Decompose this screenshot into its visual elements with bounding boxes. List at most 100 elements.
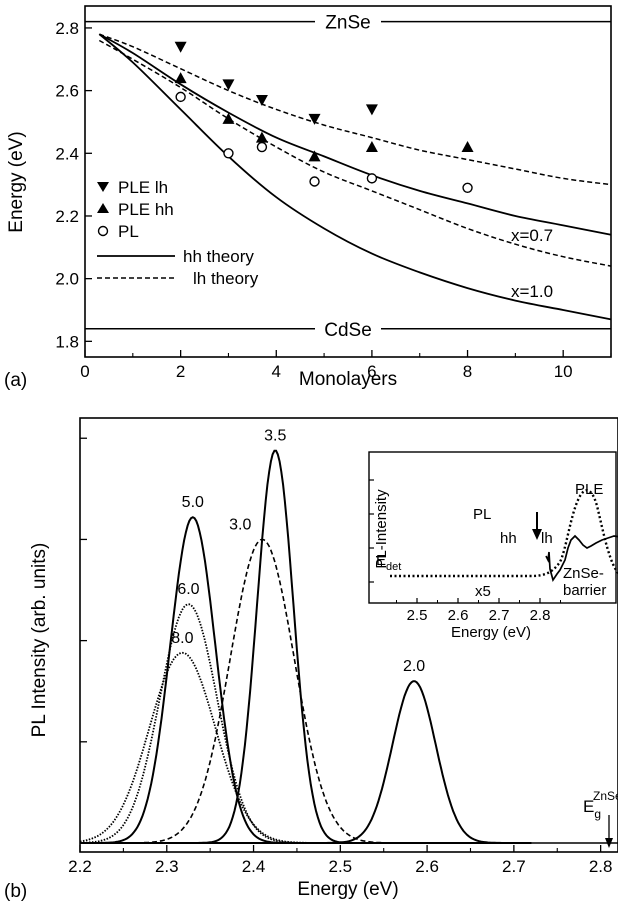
panel-b-xlabel: Energy (eV) bbox=[297, 879, 398, 900]
theory-curve-dashed bbox=[98, 39, 612, 267]
annotation-x07: x=0.7 bbox=[511, 226, 553, 245]
a-ytick-label: 2.0 bbox=[55, 270, 79, 289]
b-xtick-label: 2.2 bbox=[68, 857, 92, 876]
b-xtick-label: 2.4 bbox=[242, 857, 266, 876]
point-pl bbox=[366, 173, 378, 184]
inset-label-lh: lh bbox=[541, 530, 553, 547]
inset-label-barrier-1: ZnSe- bbox=[563, 565, 604, 582]
panel-b-ticks: 2.2 2.3 2.4 2.5 2.6 2.7 2.8 bbox=[68, 437, 613, 876]
b-xtick-label: 2.8 bbox=[589, 857, 613, 876]
inset-ticks: 2.5 2.6 2.7 2.8 bbox=[369, 479, 561, 624]
panel-a-theory-curves bbox=[98, 33, 612, 321]
theory-curve-solid bbox=[98, 33, 612, 321]
a-xtick-label: 0 bbox=[80, 362, 89, 381]
point-ple-hh bbox=[222, 112, 235, 124]
panel-a-legend: PLE lh PLE hh PL hh theory lh theory bbox=[97, 178, 259, 288]
legend-label-ple-lh: PLE lh bbox=[118, 178, 168, 197]
a-ytick-label: 2.4 bbox=[55, 144, 79, 163]
panel-a-label: (a) bbox=[4, 370, 27, 391]
panel-a-data-points bbox=[174, 41, 474, 193]
a-ytick-label: 2.2 bbox=[55, 207, 79, 226]
peak-label-6.0: 6.0 bbox=[177, 581, 199, 598]
panel-a-xlabel: Monolayers bbox=[299, 369, 397, 390]
point-ple-lh bbox=[365, 104, 378, 116]
theory-curve-solid bbox=[98, 33, 612, 236]
panel-a-ticks: 0 2 4 6 8 10 1.8 2.0 2.2 2.4 2.6 2.8 bbox=[55, 19, 612, 381]
spectrum-3.0 bbox=[80, 538, 532, 844]
panel-b-label: (b) bbox=[4, 881, 27, 902]
point-pl bbox=[309, 176, 320, 187]
inset-label-edet: Edet bbox=[376, 552, 401, 573]
point-ple-hh bbox=[174, 72, 187, 84]
point-ple-lh bbox=[174, 41, 187, 53]
a-xtick-label: 10 bbox=[554, 362, 573, 381]
legend-label-pl: PL bbox=[118, 222, 139, 241]
inset-label-x5: x5 bbox=[475, 583, 491, 600]
inset-xtick-label: 2.8 bbox=[530, 607, 551, 624]
point-ple-lh bbox=[255, 95, 268, 107]
point-ple-hh bbox=[365, 141, 378, 153]
point-pl bbox=[223, 148, 234, 159]
egap-arrow-head bbox=[605, 838, 613, 848]
panel-b-peak-labels: 5.0 6.0 8.0 3.0 3.5 2.0 bbox=[171, 427, 425, 675]
peak-label-8.0: 8.0 bbox=[171, 630, 193, 647]
spectrum-2.0 bbox=[80, 680, 532, 844]
a-xtick-label: 8 bbox=[463, 362, 472, 381]
inset-label-barrier-2: barrier bbox=[563, 582, 606, 599]
inset-label-pl: PL bbox=[473, 506, 491, 523]
legend-label-lh-theory: lh theory bbox=[193, 269, 259, 288]
panel-a-frame bbox=[84, 5, 612, 358]
inset-ple-curve bbox=[545, 534, 618, 583]
egap-marker: EgZnSe bbox=[583, 789, 618, 848]
a-xtick-label: 6 bbox=[367, 362, 376, 381]
inset-frame bbox=[368, 451, 617, 604]
inset-xtick-label: 2.7 bbox=[489, 607, 510, 624]
edet-arrow-head bbox=[532, 529, 542, 540]
point-ple-hh bbox=[461, 141, 474, 153]
legend-label-ple-hh: PLE hh bbox=[118, 200, 174, 219]
peak-label-3.0: 3.0 bbox=[229, 516, 251, 533]
peak-label-2.0: 2.0 bbox=[403, 658, 425, 675]
a-xtick-label: 2 bbox=[176, 362, 185, 381]
point-ple-lh bbox=[308, 113, 321, 125]
theory-curve-dashed bbox=[99, 33, 612, 186]
inset-label-ple: PLE bbox=[575, 481, 603, 498]
inset-label-hh: hh bbox=[500, 530, 517, 547]
panel-b-spectra bbox=[79, 449, 532, 844]
point-pl bbox=[175, 91, 186, 103]
b-xtick-label: 2.3 bbox=[155, 857, 179, 876]
inset: 2.5 2.6 2.7 2.8 PL-Intensity Energy (eV) PL… bbox=[368, 451, 618, 641]
b-xtick-label: 2.6 bbox=[415, 857, 439, 876]
peak-label-5.0: 5.0 bbox=[182, 494, 204, 511]
point-ple-lh bbox=[222, 79, 235, 91]
point-ple-hh bbox=[255, 131, 268, 143]
legend-marker-ple-lh bbox=[97, 182, 109, 192]
ref-label: ZnSe bbox=[325, 13, 370, 34]
a-ytick-label: 1.8 bbox=[55, 332, 79, 351]
inset-xtick-label: 2.5 bbox=[407, 607, 428, 624]
a-ytick-label: 2.8 bbox=[55, 19, 79, 38]
a-ytick-label: 2.6 bbox=[55, 82, 79, 101]
point-ple-hh bbox=[308, 150, 321, 162]
ref-label: CdSe bbox=[324, 320, 372, 341]
panel-a: 0 2 4 6 8 10 1.8 2.0 2.2 2.4 2.6 2.8 ZnSe CdSe x=0.7… bbox=[4, 5, 612, 391]
peak-label-3.5: 3.5 bbox=[264, 427, 286, 444]
panel-a-reference-lines: ZnSe CdSe bbox=[85, 13, 611, 341]
panel-b-frame bbox=[79, 417, 618, 853]
inset-xlabel: Energy (eV) bbox=[451, 624, 531, 641]
annotation-x10: x=1.0 bbox=[511, 282, 553, 301]
b-xtick-label: 2.7 bbox=[502, 857, 526, 876]
legend-marker-ple-hh bbox=[97, 203, 109, 213]
inset-pl-curve bbox=[390, 489, 618, 578]
inset-xtick-label: 2.6 bbox=[448, 607, 469, 624]
legend-label-hh-theory: hh theory bbox=[183, 247, 254, 266]
point-pl bbox=[256, 141, 268, 153]
b-xtick-label: 2.5 bbox=[329, 857, 353, 876]
legend-marker-pl bbox=[97, 225, 109, 237]
panel-b-ylabel: PL Intensity (arb. units) bbox=[29, 543, 50, 738]
point-pl bbox=[462, 182, 473, 193]
a-xtick-label: 4 bbox=[272, 362, 281, 381]
panel-a-ylabel: Energy (eV) bbox=[6, 131, 27, 232]
inset-ylabel: PL-Intensity bbox=[373, 489, 390, 569]
